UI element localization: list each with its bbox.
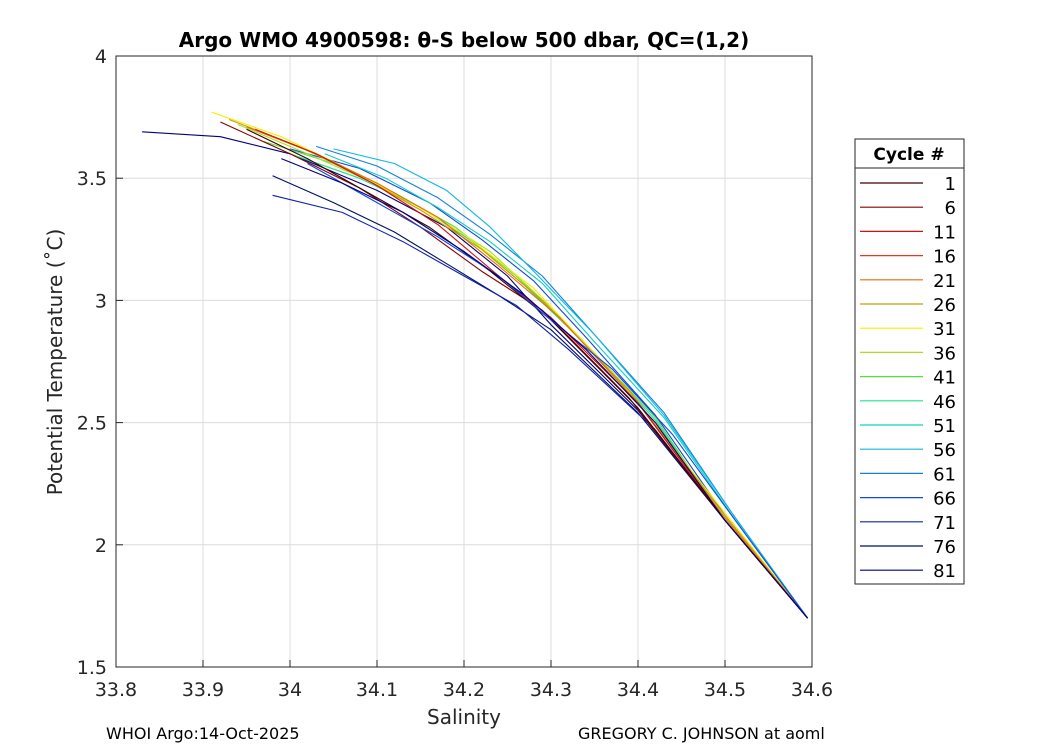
series-line (228, 118, 809, 619)
legend-label: 1 (945, 174, 956, 195)
y-tick-label: 4 (95, 46, 107, 68)
x-tick-label: 34 (278, 679, 302, 701)
legend-label: 61 (933, 464, 956, 485)
legend-box (854, 138, 965, 585)
x-tick-label: 34.6 (791, 679, 833, 701)
y-tick-label: 1.5 (77, 657, 107, 679)
y-axis-label: Potential Temperature (˚C) (43, 229, 67, 496)
series-line (281, 158, 809, 619)
y-tick-label: 2 (95, 535, 107, 557)
legend-label: 81 (933, 561, 956, 582)
series-line (324, 153, 809, 619)
legend-label: 71 (933, 513, 956, 534)
legend-label: 16 (933, 247, 956, 268)
legend-label: 6 (945, 198, 956, 219)
legend-label: 66 (933, 489, 956, 510)
series-line (289, 148, 809, 619)
x-tick-label: 34.5 (704, 679, 746, 701)
legend-label: 56 (933, 440, 956, 461)
legend-title: Cycle # (873, 145, 944, 165)
series-line (333, 148, 809, 619)
legend-label: 11 (933, 222, 956, 243)
series-lines (142, 111, 809, 619)
series-line (289, 153, 809, 619)
x-tick-label: 34.3 (530, 679, 572, 701)
series-line (246, 128, 809, 619)
legend-label: 31 (933, 319, 956, 340)
legend-label: 26 (933, 295, 956, 316)
legend-label: 51 (933, 416, 956, 437)
axis-ticks: 33.8 33.9 34 34.1 34.2 34.3 34.4 34.5 34.61.522.… (77, 46, 833, 701)
series-line (272, 194, 809, 619)
legend-label: 46 (933, 392, 956, 413)
series-line (220, 121, 809, 619)
chart-title: Argo WMO 4900598: θ-S below 500 dbar, QC… (179, 28, 749, 52)
x-tick-label: 34.1 (356, 679, 398, 701)
x-tick-label: 34.4 (617, 679, 659, 701)
grid-lines (115, 55, 813, 668)
x-tick-label: 34.2 (443, 679, 485, 701)
x-tick-label: 33.9 (182, 679, 224, 701)
series-line (263, 140, 809, 619)
series-line (272, 175, 809, 619)
y-tick-label: 3 (95, 290, 107, 312)
footer-left: WHOI Argo:14-Oct-2025 (106, 724, 300, 743)
y-tick-label: 3.5 (77, 168, 107, 190)
legend-label: 76 (933, 537, 956, 558)
legend-label: 21 (933, 271, 956, 292)
footer-right: GREGORY C. JOHNSON at aoml (578, 724, 825, 743)
legend-label: 41 (933, 368, 956, 389)
series-line (211, 111, 809, 619)
legend-label: 36 (933, 343, 956, 364)
series-line (315, 145, 809, 619)
x-tick-label: 33.8 (95, 679, 137, 701)
series-line (307, 163, 809, 619)
y-tick-label: 2.5 (77, 413, 107, 435)
x-axis-label: Salinity (427, 705, 501, 729)
